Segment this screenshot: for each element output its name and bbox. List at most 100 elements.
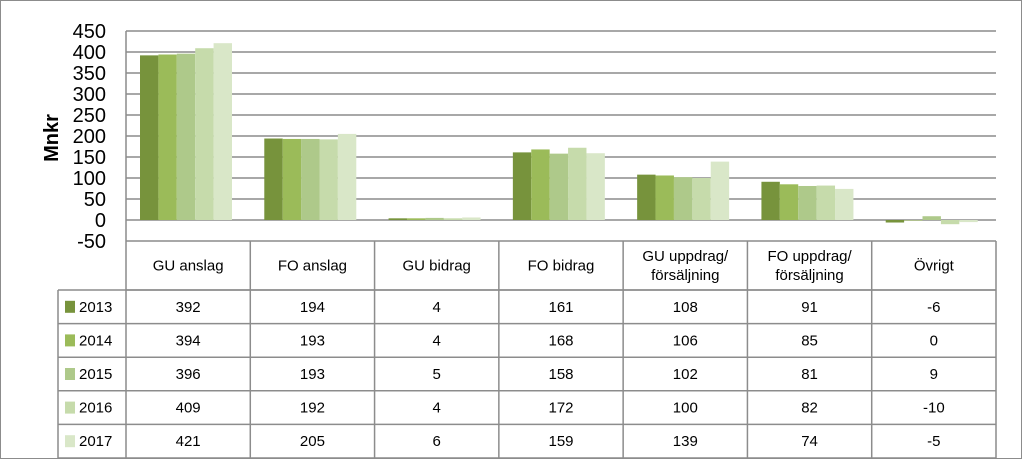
- table-cell: 85: [801, 332, 818, 349]
- y-tick-label: 100: [73, 168, 106, 190]
- y-tick-label: 200: [73, 126, 106, 148]
- bar-2014-0: [158, 54, 177, 220]
- table-cell: 161: [548, 299, 573, 316]
- table-cell: 74: [801, 433, 818, 450]
- bar-2015-4: [673, 177, 693, 220]
- bar-2013-1: [264, 138, 283, 220]
- bar-2015-5: [798, 185, 817, 220]
- legend-swatch-2014: [65, 334, 75, 347]
- y-tick-label: -50: [77, 231, 106, 253]
- bar-2014-2: [406, 218, 426, 220]
- table-cell: 81: [801, 366, 818, 383]
- bar-2014-4: [655, 175, 674, 220]
- bar-2013-0: [140, 55, 159, 220]
- y-tick-label: 450: [73, 21, 106, 43]
- bar-2014-5: [779, 184, 799, 220]
- table-cell: 396: [176, 366, 201, 383]
- bar-2017-3: [586, 153, 605, 220]
- y-tick-label: 400: [73, 42, 106, 64]
- bars: [140, 43, 978, 225]
- y-tick-label: 250: [73, 105, 106, 127]
- bar-2015-2: [425, 217, 444, 220]
- table-cell: -5: [927, 433, 940, 450]
- table-cell: 0: [930, 332, 938, 349]
- y-tick-label: 300: [73, 84, 106, 106]
- bar-2013-2: [388, 218, 407, 220]
- table-header-5: FO uppdrag/: [767, 248, 852, 265]
- bar-2015-3: [549, 153, 569, 220]
- y-tick-label: 150: [73, 147, 106, 169]
- bar-2013-3: [512, 152, 532, 220]
- table-cell: 9: [930, 366, 938, 383]
- table-cell: 91: [801, 299, 818, 316]
- table-cell: 168: [548, 332, 573, 349]
- table-cell: 193: [300, 332, 325, 349]
- legend-year-2015: 2015: [79, 366, 112, 383]
- y-tick-label: 50: [84, 189, 106, 211]
- bar-2016-4: [692, 178, 711, 220]
- table-header-5: försäljning: [775, 267, 843, 284]
- bar-2014-3: [531, 149, 550, 220]
- table-header-0: GU anslag: [153, 258, 224, 275]
- bar-2016-2: [443, 218, 463, 220]
- table-cell: 4: [433, 299, 441, 316]
- table-cell: 394: [176, 332, 201, 349]
- table-cell: 192: [300, 400, 325, 417]
- table-cell: 172: [548, 400, 573, 417]
- table-cell: -6: [927, 299, 940, 316]
- legend-year-2016: 2016: [79, 400, 112, 417]
- table-cell: 102: [673, 366, 698, 383]
- y-tick-label: 350: [73, 63, 106, 85]
- table-header-4: GU uppdrag/: [642, 248, 729, 265]
- bar-2016-3: [568, 147, 587, 220]
- table-header-3: FO bidrag: [528, 258, 595, 275]
- table-cell: 159: [548, 433, 573, 450]
- data-table: GU anslag FO anslag GU bidrag FO bidrag GU u…: [57, 241, 997, 459]
- table-cell: 392: [176, 299, 201, 316]
- bar-2014-6: [904, 220, 923, 221]
- table-cell: 193: [300, 366, 325, 383]
- table-cell: 158: [548, 366, 573, 383]
- table-header-6: Övrigt: [914, 257, 955, 275]
- bar-2013-4: [637, 174, 656, 220]
- bar-2013-6: [885, 220, 905, 223]
- bar-2016-5: [816, 185, 836, 220]
- bar-2016-0: [195, 48, 214, 220]
- table-cell: 4: [433, 332, 441, 349]
- table-cell: 4: [433, 400, 441, 417]
- legend-year-2017: 2017: [79, 433, 112, 450]
- bar-2017-6: [959, 220, 978, 223]
- legend-swatch-2015: [65, 368, 75, 380]
- y-tick-label: 0: [95, 210, 106, 232]
- table-header-1: FO anslag: [278, 258, 347, 275]
- y-axis-label: Mnkr: [41, 114, 63, 162]
- bar-2014-1: [282, 138, 302, 220]
- table-cell: 409: [176, 400, 201, 417]
- table-cell: 5: [433, 366, 441, 383]
- table-cell: 421: [176, 433, 201, 450]
- legend-swatch-2016: [65, 401, 75, 414]
- legend-swatch-2013: [65, 300, 75, 313]
- bar-2015-0: [176, 53, 196, 221]
- legend-year-2014: 2014: [79, 332, 112, 349]
- bar-2016-6: [940, 220, 960, 225]
- bar-2017-5: [835, 188, 854, 220]
- table-cell: 82: [801, 400, 818, 417]
- table-cell: 108: [673, 299, 698, 316]
- bar-2015-6: [922, 216, 941, 220]
- bar-2017-1: [337, 133, 357, 220]
- bar-2015-1: [301, 138, 320, 220]
- table-cell: 194: [300, 299, 325, 316]
- table-header-2: GU bidrag: [403, 258, 471, 275]
- bar-2013-5: [761, 181, 780, 220]
- table-cell: 100: [673, 400, 698, 417]
- bar-2017-0: [213, 43, 232, 221]
- table-cell: -10: [923, 400, 945, 417]
- bar-2016-1: [319, 139, 338, 220]
- bar-2017-2: [462, 217, 481, 220]
- table-cell: 205: [300, 433, 325, 450]
- bar-2017-4: [710, 161, 730, 220]
- table-header-4: försäljning: [651, 267, 719, 284]
- legend-year-2013: 2013: [79, 299, 112, 316]
